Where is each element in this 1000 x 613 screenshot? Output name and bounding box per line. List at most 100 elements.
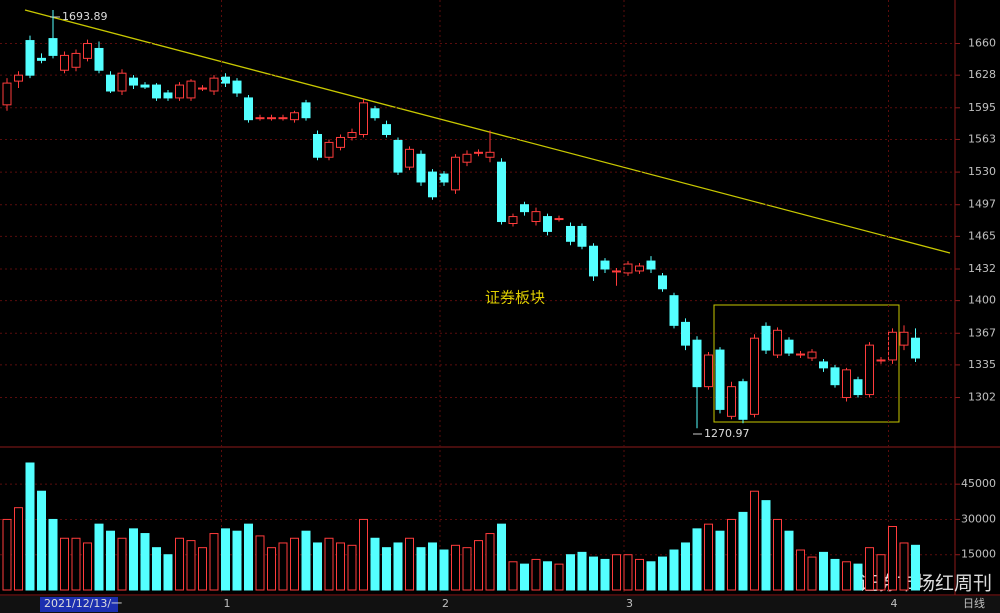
- volume-bar: [382, 547, 391, 591]
- candle-body: [531, 211, 541, 223]
- candle-body: [290, 112, 299, 121]
- volume-bar: [899, 542, 909, 591]
- volume-bar: [313, 542, 322, 591]
- date-highlight: [40, 597, 118, 612]
- period-label: 日线: [963, 596, 985, 610]
- candle-body: [106, 74, 115, 92]
- volume-bar: [359, 518, 368, 591]
- volume-bar: [669, 549, 679, 591]
- volume-bar: [255, 535, 265, 591]
- y-tick-label: 1595: [968, 101, 996, 114]
- candle-body: [94, 47, 104, 71]
- y-tick-label: 1530: [968, 165, 996, 178]
- volume-bar: [428, 542, 437, 591]
- candle-body: [704, 354, 713, 388]
- volume-bar: [129, 528, 138, 591]
- volume-bar: [140, 533, 150, 591]
- candle-body: [842, 369, 851, 399]
- candle-body: [232, 80, 242, 94]
- volume-bar: [278, 542, 288, 591]
- candle-body: [324, 141, 334, 158]
- candle-body: [738, 381, 748, 420]
- candle-body: [451, 156, 460, 191]
- candle-body: [543, 216, 552, 232]
- candle-body: [255, 117, 265, 120]
- y-tick-label: 1465: [968, 229, 996, 242]
- y-tick-label: 45000: [961, 477, 996, 490]
- y-tick-label: 1628: [968, 68, 996, 81]
- volume-bar: [152, 547, 161, 591]
- volume-bar: [554, 563, 564, 591]
- candle-body: [370, 108, 380, 119]
- volume-bar: [416, 547, 426, 591]
- candle-body: [416, 153, 426, 183]
- candle-body: [577, 225, 587, 247]
- volume-bar: [393, 542, 403, 591]
- candle-body: [71, 52, 81, 68]
- candle-body: [186, 80, 196, 99]
- volume-bar: [186, 540, 196, 591]
- candle-body: [60, 54, 69, 71]
- volume-bar: [819, 551, 828, 591]
- candle-body: [876, 359, 886, 362]
- volume-bar: [324, 537, 334, 591]
- candle-body: [140, 84, 150, 88]
- volume-bar: [727, 518, 736, 591]
- volume-bar: [2, 518, 12, 591]
- candle-body: [278, 117, 288, 120]
- volume-bar: [267, 547, 276, 591]
- candle-body: [715, 349, 725, 410]
- candle-body: [439, 173, 449, 183]
- candle-body: [830, 367, 840, 386]
- candle-body: [301, 102, 311, 119]
- volume-bar: [347, 544, 357, 591]
- volume-bar: [784, 530, 794, 591]
- candle-body: [25, 40, 35, 76]
- candle-body: [888, 331, 897, 361]
- candle-body: [14, 74, 23, 82]
- y-tick-label: 1400: [968, 294, 996, 307]
- volume-bar: [761, 500, 771, 591]
- volume-bar: [600, 558, 610, 591]
- candle-body: [244, 97, 253, 121]
- candle-body: [853, 379, 863, 396]
- y-tick-label: 30000: [961, 512, 996, 525]
- candle-body: [37, 57, 46, 61]
- volume-bar: [612, 554, 621, 591]
- volume-bar: [796, 549, 805, 591]
- volume-bar: [301, 530, 311, 591]
- candle-body: [566, 225, 575, 242]
- candle-body: [382, 124, 391, 136]
- y-tick-label: 1302: [968, 391, 996, 404]
- volume-bar: [106, 530, 115, 591]
- volume-bar: [14, 507, 23, 591]
- volume-bar: [232, 530, 242, 591]
- candle-body: [508, 216, 518, 224]
- volume-bar: [497, 523, 506, 591]
- y-tick-label: 15000: [961, 548, 996, 561]
- candle-body: [163, 92, 173, 99]
- volume-bar: [370, 537, 380, 591]
- volume-bar: [405, 537, 414, 591]
- volume-bar: [577, 551, 587, 591]
- y-tick-label: 1563: [968, 132, 996, 145]
- candle-body: [485, 151, 495, 158]
- volume-bar: [658, 556, 667, 591]
- candle-body: [635, 265, 644, 272]
- candle-body: [393, 139, 403, 173]
- volume-bar: [865, 547, 874, 591]
- volume-bar: [681, 542, 690, 591]
- candle-body: [129, 77, 138, 86]
- candle-body: [198, 87, 207, 90]
- candle-body: [589, 245, 598, 277]
- volume-bar: [623, 554, 633, 591]
- candle-body: [152, 84, 161, 99]
- y-tick-label: 1335: [968, 358, 996, 371]
- volume-bar: [704, 523, 713, 591]
- y-tick-label: 1367: [968, 326, 996, 339]
- annotation: 证券板块: [485, 289, 545, 307]
- volume-bar: [485, 533, 495, 591]
- candle-body: [336, 136, 345, 148]
- volume-bar: [25, 462, 35, 591]
